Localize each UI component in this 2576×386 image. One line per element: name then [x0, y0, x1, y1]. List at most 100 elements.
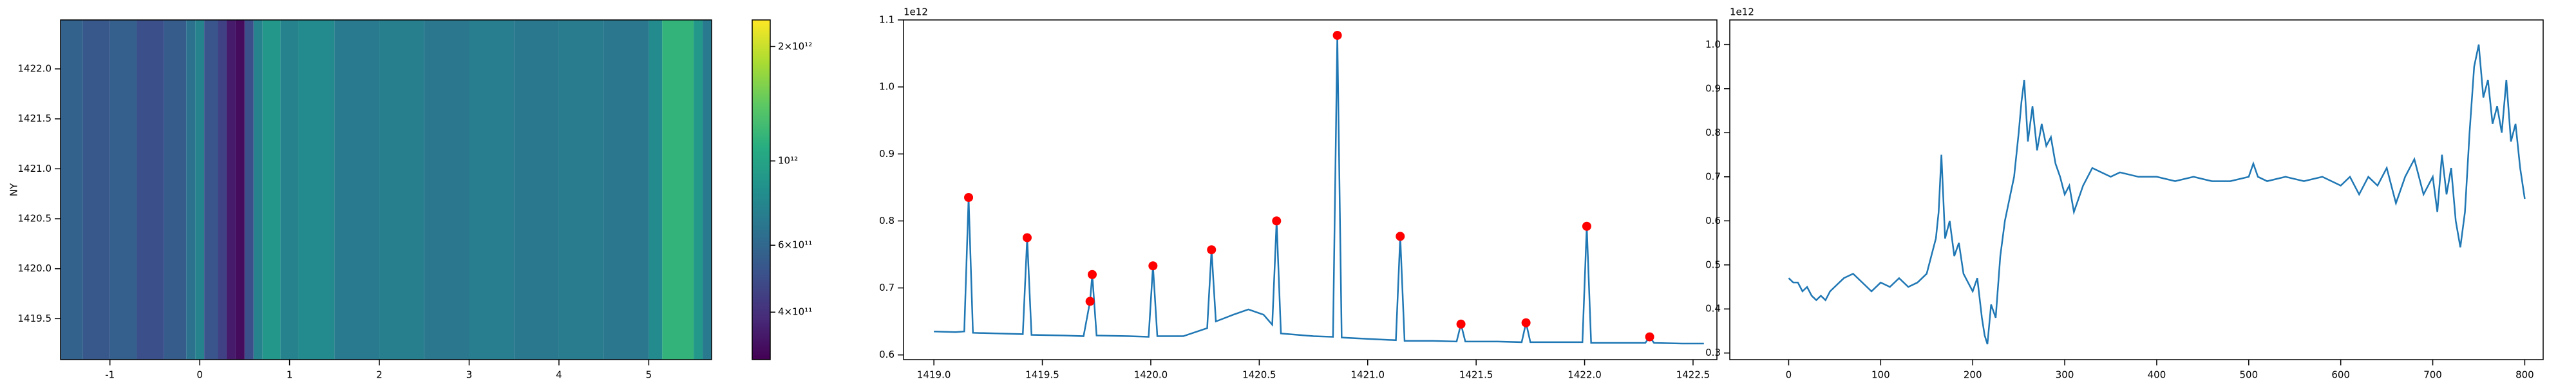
x-tick-label: 400 — [2148, 369, 2166, 381]
peak-marker — [1148, 261, 1158, 271]
heatmap-cell — [61, 20, 83, 360]
heatmap-cell — [186, 20, 196, 360]
heatmap-cell — [424, 20, 469, 360]
axes-frame — [60, 19, 712, 360]
heatmap-cell — [469, 20, 515, 360]
heatmap-cell — [82, 20, 110, 360]
peak-marker — [1582, 221, 1591, 231]
x-tick-label: 1419.0 — [917, 369, 951, 381]
x-tick-label: 1 — [287, 369, 293, 381]
y-tick-label: 1420.5 — [18, 213, 52, 225]
panel: 2×10¹² 10¹² 6×10¹¹ 4×10¹¹ NY -1 0 1 2 3 4 5 1419.5 14… — [8, 19, 812, 381]
heatmap-cell — [137, 20, 164, 360]
line-series — [1788, 44, 2526, 345]
heatmap-cell — [226, 20, 236, 360]
colorbar-frame — [752, 19, 771, 360]
peak-marker — [1207, 245, 1217, 255]
line-series — [934, 35, 1704, 345]
heatmap-cell — [204, 20, 218, 360]
heatmap-cell — [164, 20, 187, 360]
colorbar-tick-label: 2×10¹² — [778, 41, 812, 52]
x-tick-label: 200 — [1964, 369, 1982, 381]
x-tick-label: -1 — [105, 369, 115, 381]
y-tick-label: 0.9 — [1705, 82, 1721, 94]
panel: 1e12 1419.0 1419.5 1420.0 1420.5 1421.0 1421.5… — [879, 6, 1718, 381]
peak-marker — [1022, 233, 1032, 243]
y-offset-label: 1e12 — [904, 6, 928, 18]
y-tick-label: 0.5 — [1705, 259, 1721, 270]
heatmap-cell — [253, 20, 263, 360]
heatmap-cell — [262, 20, 281, 360]
y-tick-label: 0.7 — [1705, 170, 1721, 182]
x-tick-label: 500 — [2239, 369, 2258, 381]
axes-frame — [903, 19, 1718, 360]
peak-marker — [1645, 332, 1654, 342]
colorbar — [752, 20, 770, 360]
x-tick-label: 1420.0 — [1134, 369, 1168, 381]
heatmap-cell — [218, 20, 227, 360]
heatmap-cell — [280, 20, 299, 360]
heatmap-cell — [703, 20, 712, 360]
heatmap-cell — [603, 20, 649, 360]
y-tick-label: 0.4 — [1705, 303, 1721, 315]
x-tick-label: 100 — [1871, 369, 1890, 381]
y-tick-label: 1.0 — [1705, 39, 1721, 50]
peak-marker — [964, 192, 974, 202]
y-tick-label: 0.9 — [879, 148, 895, 160]
x-tick-label: 600 — [2331, 369, 2350, 381]
peak-marker — [1396, 232, 1405, 241]
heatmap-cell — [649, 20, 663, 360]
heatmap-cell — [195, 20, 205, 360]
x-tick-label: 1420.5 — [1242, 369, 1276, 381]
x-tick-label: 5 — [646, 369, 652, 381]
y-tick-label: 1419.5 — [18, 313, 52, 324]
y-tick-label: 1.1 — [879, 14, 895, 26]
y-tick-label: 1.0 — [879, 81, 895, 93]
colorbar-tick-label: 10¹² — [778, 155, 798, 167]
peak-marker — [1088, 270, 1097, 279]
heatmap-cell — [109, 20, 137, 360]
y-axis-label: NY — [8, 183, 20, 196]
x-tick-label: 700 — [2423, 369, 2442, 381]
peak-marker — [1085, 297, 1095, 306]
y-tick-label: 0.6 — [1705, 215, 1721, 226]
y-tick-label: 0.8 — [1705, 127, 1721, 138]
colorbar-tick-label: 4×10¹¹ — [778, 306, 812, 318]
y-tick-label: 0.7 — [879, 282, 895, 293]
x-tick-label: 1419.5 — [1025, 369, 1059, 381]
x-tick-label: 1422.0 — [1567, 369, 1602, 381]
x-tick-label: 1421.5 — [1459, 369, 1493, 381]
heatmap-cell — [514, 20, 559, 360]
colorbar-tick-label: 6×10¹¹ — [778, 239, 812, 251]
heatmap-cell — [334, 20, 380, 360]
heatmap-cell — [235, 20, 245, 360]
panel: 1e12 0 100 200 300 400 500 600 700 800 0.3 0.4 0.5 0.… — [1705, 6, 2544, 381]
peak-marker — [1456, 319, 1466, 329]
y-tick-label: 1421.0 — [18, 163, 52, 174]
x-tick-label: 4 — [556, 369, 562, 381]
peak-marker — [1272, 216, 1282, 226]
y-tick-label: 0.8 — [879, 215, 895, 226]
x-tick-label: 1422.5 — [1676, 369, 1710, 381]
x-tick-label: 3 — [466, 369, 473, 381]
y-offset-label: 1e12 — [1730, 6, 1754, 18]
heatmap-cell — [662, 20, 694, 360]
y-tick-label: 0.3 — [1705, 347, 1721, 358]
y-tick-label: 0.6 — [879, 349, 895, 360]
heatmap-cell — [558, 20, 604, 360]
x-tick-label: 2 — [376, 369, 383, 381]
y-tick-label: 1421.5 — [18, 113, 52, 124]
axes-frame — [1729, 19, 2544, 360]
peak-marker — [1521, 318, 1531, 327]
peak-marker — [1332, 30, 1342, 40]
x-tick-label: 0 — [196, 369, 203, 381]
y-tick-label: 1422.0 — [18, 63, 52, 75]
x-tick-label: 0 — [1786, 369, 1792, 381]
x-tick-label: 300 — [2056, 369, 2074, 381]
y-tick-label: 1420.0 — [18, 262, 52, 274]
x-tick-label: 800 — [2515, 369, 2534, 381]
heatmap-cell — [694, 20, 703, 360]
heatmap-cell — [298, 20, 335, 360]
